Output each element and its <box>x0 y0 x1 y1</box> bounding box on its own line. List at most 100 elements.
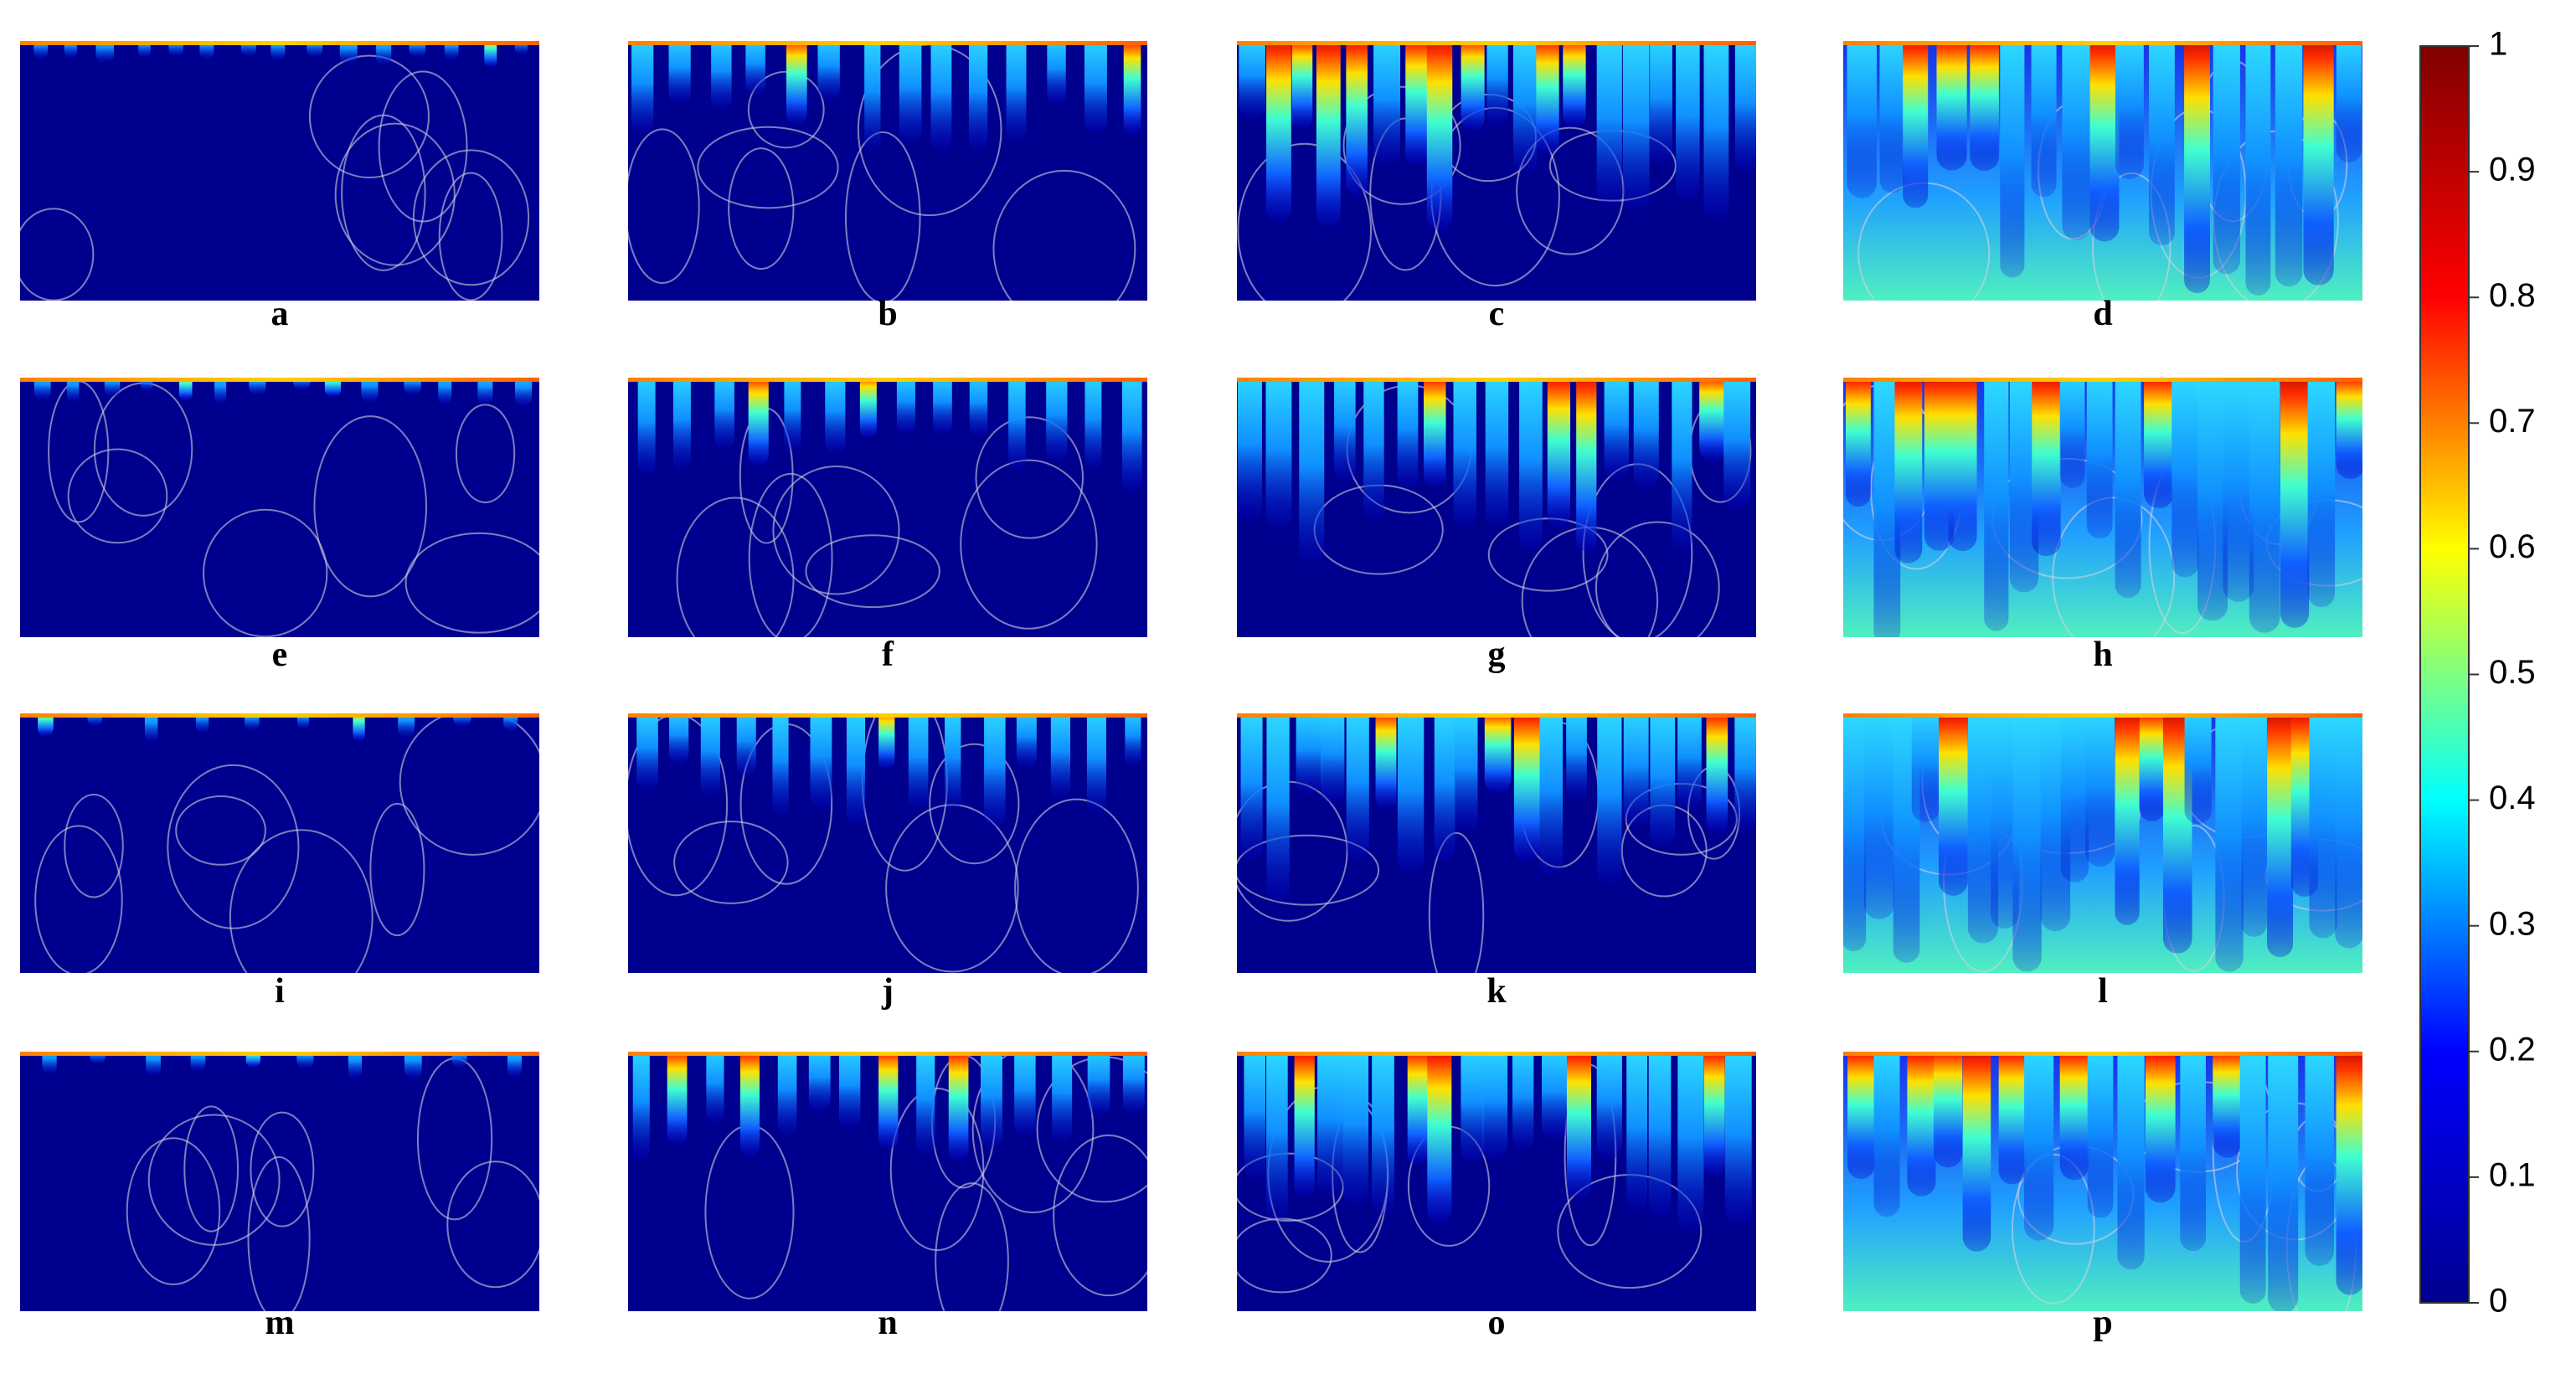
streamline <box>1595 521 1720 637</box>
plume <box>2009 378 2039 593</box>
streamline <box>167 764 300 929</box>
plume <box>1343 1052 1369 1206</box>
plume <box>878 713 895 769</box>
panel-field <box>20 1052 539 1311</box>
plume <box>1296 713 1322 795</box>
plume <box>2032 378 2061 557</box>
plume <box>1846 378 1871 507</box>
top-boundary <box>628 378 1147 382</box>
tick-label: 0.1 <box>2489 1156 2536 1193</box>
plume <box>2184 713 2212 825</box>
plume <box>784 378 801 450</box>
plume <box>477 378 493 405</box>
panel: g <box>1237 378 1756 674</box>
streamline <box>64 794 124 898</box>
panel-label: m <box>265 1304 295 1342</box>
plume <box>1346 41 1368 196</box>
top-boundary <box>628 1052 1147 1056</box>
plume <box>1970 41 1999 172</box>
plume <box>1373 41 1401 167</box>
plume <box>1706 713 1728 833</box>
plume <box>2144 378 2175 509</box>
plume <box>444 41 459 60</box>
plume <box>1596 41 1622 206</box>
streamline <box>747 70 825 149</box>
panel: f <box>628 378 1147 674</box>
plume <box>1734 41 1756 174</box>
plume <box>1123 41 1141 135</box>
panel-field <box>20 41 539 301</box>
panel: o <box>1237 1052 1756 1342</box>
plume <box>2213 1052 2243 1158</box>
panel-field <box>1843 1052 2362 1311</box>
panel-field <box>1237 713 1756 973</box>
plume <box>1266 713 1290 902</box>
top-boundary <box>1843 1052 2362 1056</box>
tick-label: 0.9 <box>2489 152 2536 188</box>
plume <box>1372 1052 1394 1216</box>
streamline <box>369 802 425 937</box>
plume <box>2031 41 2057 198</box>
plume <box>1407 1052 1429 1166</box>
plume <box>706 1052 724 1124</box>
panel: a <box>20 41 539 333</box>
top-boundary <box>20 713 539 718</box>
plume <box>2336 1052 2362 1295</box>
plume <box>2145 1052 2176 1203</box>
panel-field <box>1237 41 1756 301</box>
panel: d <box>1843 41 2362 333</box>
streamline <box>1237 834 1380 906</box>
plume <box>748 378 769 466</box>
plume <box>810 713 832 809</box>
tick-label: 0.7 <box>2489 403 2536 440</box>
plume <box>1948 378 1977 552</box>
top-boundary <box>20 1052 539 1056</box>
panel: i <box>20 713 539 1011</box>
streamline <box>183 1105 240 1232</box>
streamline <box>399 713 539 856</box>
plume <box>146 1052 161 1077</box>
plume <box>777 1052 797 1135</box>
plume <box>1597 713 1622 885</box>
plume <box>2086 378 2113 539</box>
plume <box>1924 378 1955 551</box>
plume <box>2172 378 2199 578</box>
plume <box>1563 41 1586 127</box>
streamline <box>334 122 456 266</box>
plume <box>1397 378 1419 489</box>
plume <box>2139 713 2165 821</box>
plume <box>1539 713 1564 877</box>
plume <box>1847 1052 1875 1180</box>
plume <box>1576 378 1597 552</box>
streamline <box>313 415 428 598</box>
plume <box>249 378 266 396</box>
plume <box>95 41 115 64</box>
plume <box>1086 713 1106 813</box>
panel-field <box>628 378 1147 637</box>
top-boundary <box>1237 713 1756 718</box>
plume <box>899 41 922 143</box>
plume <box>667 1052 688 1145</box>
plume <box>1084 378 1102 470</box>
plume <box>668 713 689 765</box>
tick-label: 0.2 <box>2489 1031 2536 1068</box>
streamline <box>1237 1152 1344 1222</box>
streamline <box>1428 831 1485 973</box>
plume <box>1405 41 1429 166</box>
plume <box>1084 41 1107 134</box>
plume <box>1512 1052 1534 1150</box>
plume <box>1903 41 1929 208</box>
plume <box>2085 713 2115 867</box>
panel-label: p <box>2093 1304 2112 1342</box>
panel-label: c <box>1489 295 1505 333</box>
plume <box>1967 713 1999 944</box>
plume <box>270 41 286 61</box>
plume <box>1604 378 1629 480</box>
plume <box>1724 1052 1752 1227</box>
plume <box>1566 713 1587 800</box>
panel-background <box>20 41 539 301</box>
plume <box>2062 41 2090 240</box>
plume <box>1266 41 1291 222</box>
plume <box>1596 1052 1622 1160</box>
plume <box>2215 713 2244 972</box>
